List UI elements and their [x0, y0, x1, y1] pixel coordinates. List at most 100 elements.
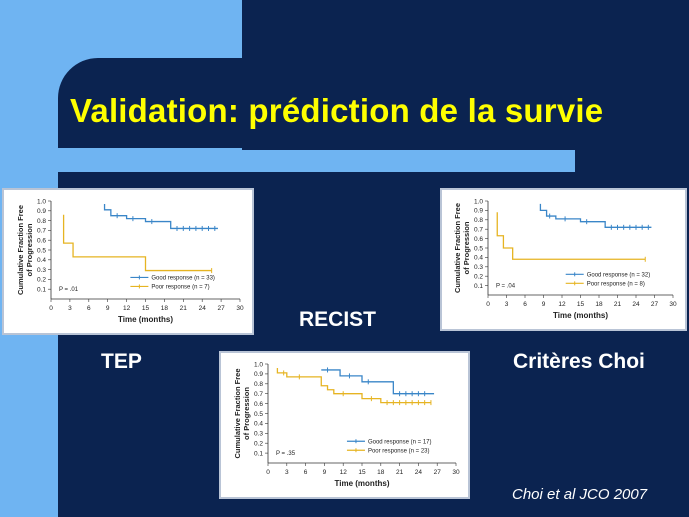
- chart-recist: 0.1 0.2 0.3 0.4 0.5 0.6 0.7 0.8 0.9 1.0 0 3 6 9 12 15 18…: [219, 351, 470, 499]
- x-tick-label: 21: [614, 301, 622, 308]
- y-tick-label: 0.7: [474, 227, 483, 234]
- x-tick-label: 3: [505, 301, 509, 308]
- x-axis-label: Time (months): [118, 315, 173, 324]
- y-axis-label-line: Cumulative Fraction Free: [16, 205, 25, 295]
- background-panel-right: [242, 0, 689, 150]
- y-tick-label: 0.8: [254, 381, 263, 388]
- y-tick-label: 0.6: [254, 401, 263, 408]
- y-tick-label: 0.7: [254, 391, 263, 398]
- citation: Choi et al JCO 2007: [512, 486, 648, 503]
- x-tick-label: 9: [542, 301, 546, 308]
- series-line-1: [276, 367, 431, 404]
- y-tick-label: 0.5: [37, 247, 46, 254]
- y-axis-label: Cumulative Fraction Freeof Progression: [453, 203, 471, 293]
- p-value: P = .04: [496, 284, 516, 290]
- y-tick-label: 0.3: [474, 264, 483, 271]
- y-axis-label-line: of Progression: [242, 387, 251, 440]
- x-tick-label: 0: [266, 469, 270, 476]
- chart-choi: 0.1 0.2 0.3 0.4 0.5 0.6 0.7 0.8 0.9 1.0 0 3 6 9 12 15 18…: [440, 188, 687, 331]
- y-tick-label: 1.0: [254, 361, 263, 368]
- p-value: P = .01: [59, 287, 79, 293]
- legend-label-1: Poor response (n = 8): [587, 282, 645, 288]
- x-tick-label: 18: [377, 469, 385, 476]
- y-tick-label: 0.1: [254, 450, 263, 457]
- x-tick-label: 12: [123, 305, 131, 312]
- x-tick-label: 18: [161, 305, 169, 312]
- y-tick-label: 0.2: [254, 441, 263, 448]
- y-axis-label: Cumulative Fraction Freeof Progression: [16, 205, 34, 295]
- x-tick-label: 24: [632, 301, 640, 308]
- km-chart-svg: 0.1 0.2 0.3 0.4 0.5 0.6 0.7 0.8 0.9 1.0 0 3 6 9 12 15 18…: [453, 198, 677, 320]
- y-tick-label: 1.0: [474, 198, 483, 205]
- km-chart-svg: 0.1 0.2 0.3 0.4 0.5 0.6 0.7 0.8 0.9 1.0 0 3 6 9 12 15 18…: [233, 361, 460, 488]
- y-tick-label: 0.3: [37, 267, 46, 274]
- x-axis-label: Time (months): [335, 479, 390, 488]
- legend-label-1: Poor response (n = 23): [368, 449, 430, 455]
- y-tick-label: 0.2: [474, 274, 483, 281]
- legend-label-0: Good response (n = 33): [151, 276, 215, 282]
- x-tick-label: 15: [358, 469, 366, 476]
- series-line-1: [62, 214, 212, 272]
- y-tick-label: 0.6: [474, 236, 483, 243]
- x-tick-label: 21: [180, 305, 188, 312]
- y-tick-label: 0.1: [37, 287, 46, 294]
- label-recist: RECIST: [299, 308, 377, 331]
- chart-tep: 0.1 0.2 0.3 0.4 0.5 0.6 0.7 0.8 0.9 1.0 0 3 6 9 12 15 18…: [2, 188, 254, 335]
- y-tick-label: 0.1: [474, 283, 483, 290]
- x-tick-label: 27: [651, 301, 659, 308]
- x-tick-label: 30: [236, 305, 244, 312]
- legend-label-0: Good response (n = 32): [587, 273, 651, 279]
- km-chart-svg: 0.1 0.2 0.3 0.4 0.5 0.6 0.7 0.8 0.9 1.0 0 3 6 9 12 15 18…: [16, 198, 244, 324]
- y-axis-label: Cumulative Fraction Freeof Progression: [233, 368, 251, 458]
- x-tick-label: 3: [285, 469, 289, 476]
- y-axis-label-line: Cumulative Fraction Free: [233, 368, 242, 458]
- slide-title: Validation: prédiction de la survie: [70, 92, 604, 129]
- y-tick-label: 0.9: [37, 208, 46, 215]
- x-tick-label: 0: [49, 305, 53, 312]
- y-tick-label: 0.3: [254, 431, 263, 438]
- y-axis-label-line: of Progression: [25, 223, 34, 276]
- y-axis-label-line: Cumulative Fraction Free: [453, 203, 462, 293]
- series-line-1: [496, 212, 646, 260]
- x-tick-label: 27: [217, 305, 225, 312]
- y-tick-label: 0.4: [37, 257, 46, 264]
- y-tick-label: 0.5: [474, 245, 483, 252]
- y-tick-label: 0.7: [37, 228, 46, 235]
- label-tep: TEP: [101, 350, 142, 373]
- x-tick-label: 12: [340, 469, 348, 476]
- y-tick-label: 0.4: [474, 255, 483, 262]
- x-tick-label: 9: [323, 469, 327, 476]
- y-tick-label: 0.9: [254, 371, 263, 378]
- x-tick-label: 15: [577, 301, 585, 308]
- x-tick-label: 9: [106, 305, 110, 312]
- x-tick-label: 27: [434, 469, 442, 476]
- x-tick-label: 15: [142, 305, 150, 312]
- x-tick-label: 24: [415, 469, 423, 476]
- legend-label-1: Poor response (n = 7): [151, 285, 209, 291]
- y-tick-label: 0.2: [37, 277, 46, 284]
- x-tick-label: 12: [558, 301, 566, 308]
- y-tick-label: 1.0: [37, 198, 46, 205]
- legend-label-0: Good response (n = 17): [368, 440, 432, 446]
- series-line-0: [539, 203, 652, 228]
- p-value: P = .35: [276, 451, 296, 457]
- x-tick-label: 6: [304, 469, 308, 476]
- x-tick-label: 0: [486, 301, 490, 308]
- x-tick-label: 3: [68, 305, 72, 312]
- x-tick-label: 30: [669, 301, 677, 308]
- y-tick-label: 0.8: [474, 217, 483, 224]
- background-panel-bar: [575, 148, 689, 178]
- y-tick-label: 0.9: [474, 208, 483, 215]
- series-line-0: [321, 369, 435, 395]
- x-tick-label: 24: [199, 305, 207, 312]
- y-tick-label: 0.8: [37, 218, 46, 225]
- y-tick-label: 0.4: [254, 421, 263, 428]
- x-axis-label: Time (months): [553, 311, 608, 320]
- y-tick-label: 0.6: [37, 238, 46, 245]
- label-choi: Critères Choi: [513, 350, 645, 373]
- y-tick-label: 0.5: [254, 411, 263, 418]
- x-tick-label: 18: [595, 301, 603, 308]
- series-line-0: [103, 203, 218, 230]
- y-axis-label-line: of Progression: [462, 221, 471, 274]
